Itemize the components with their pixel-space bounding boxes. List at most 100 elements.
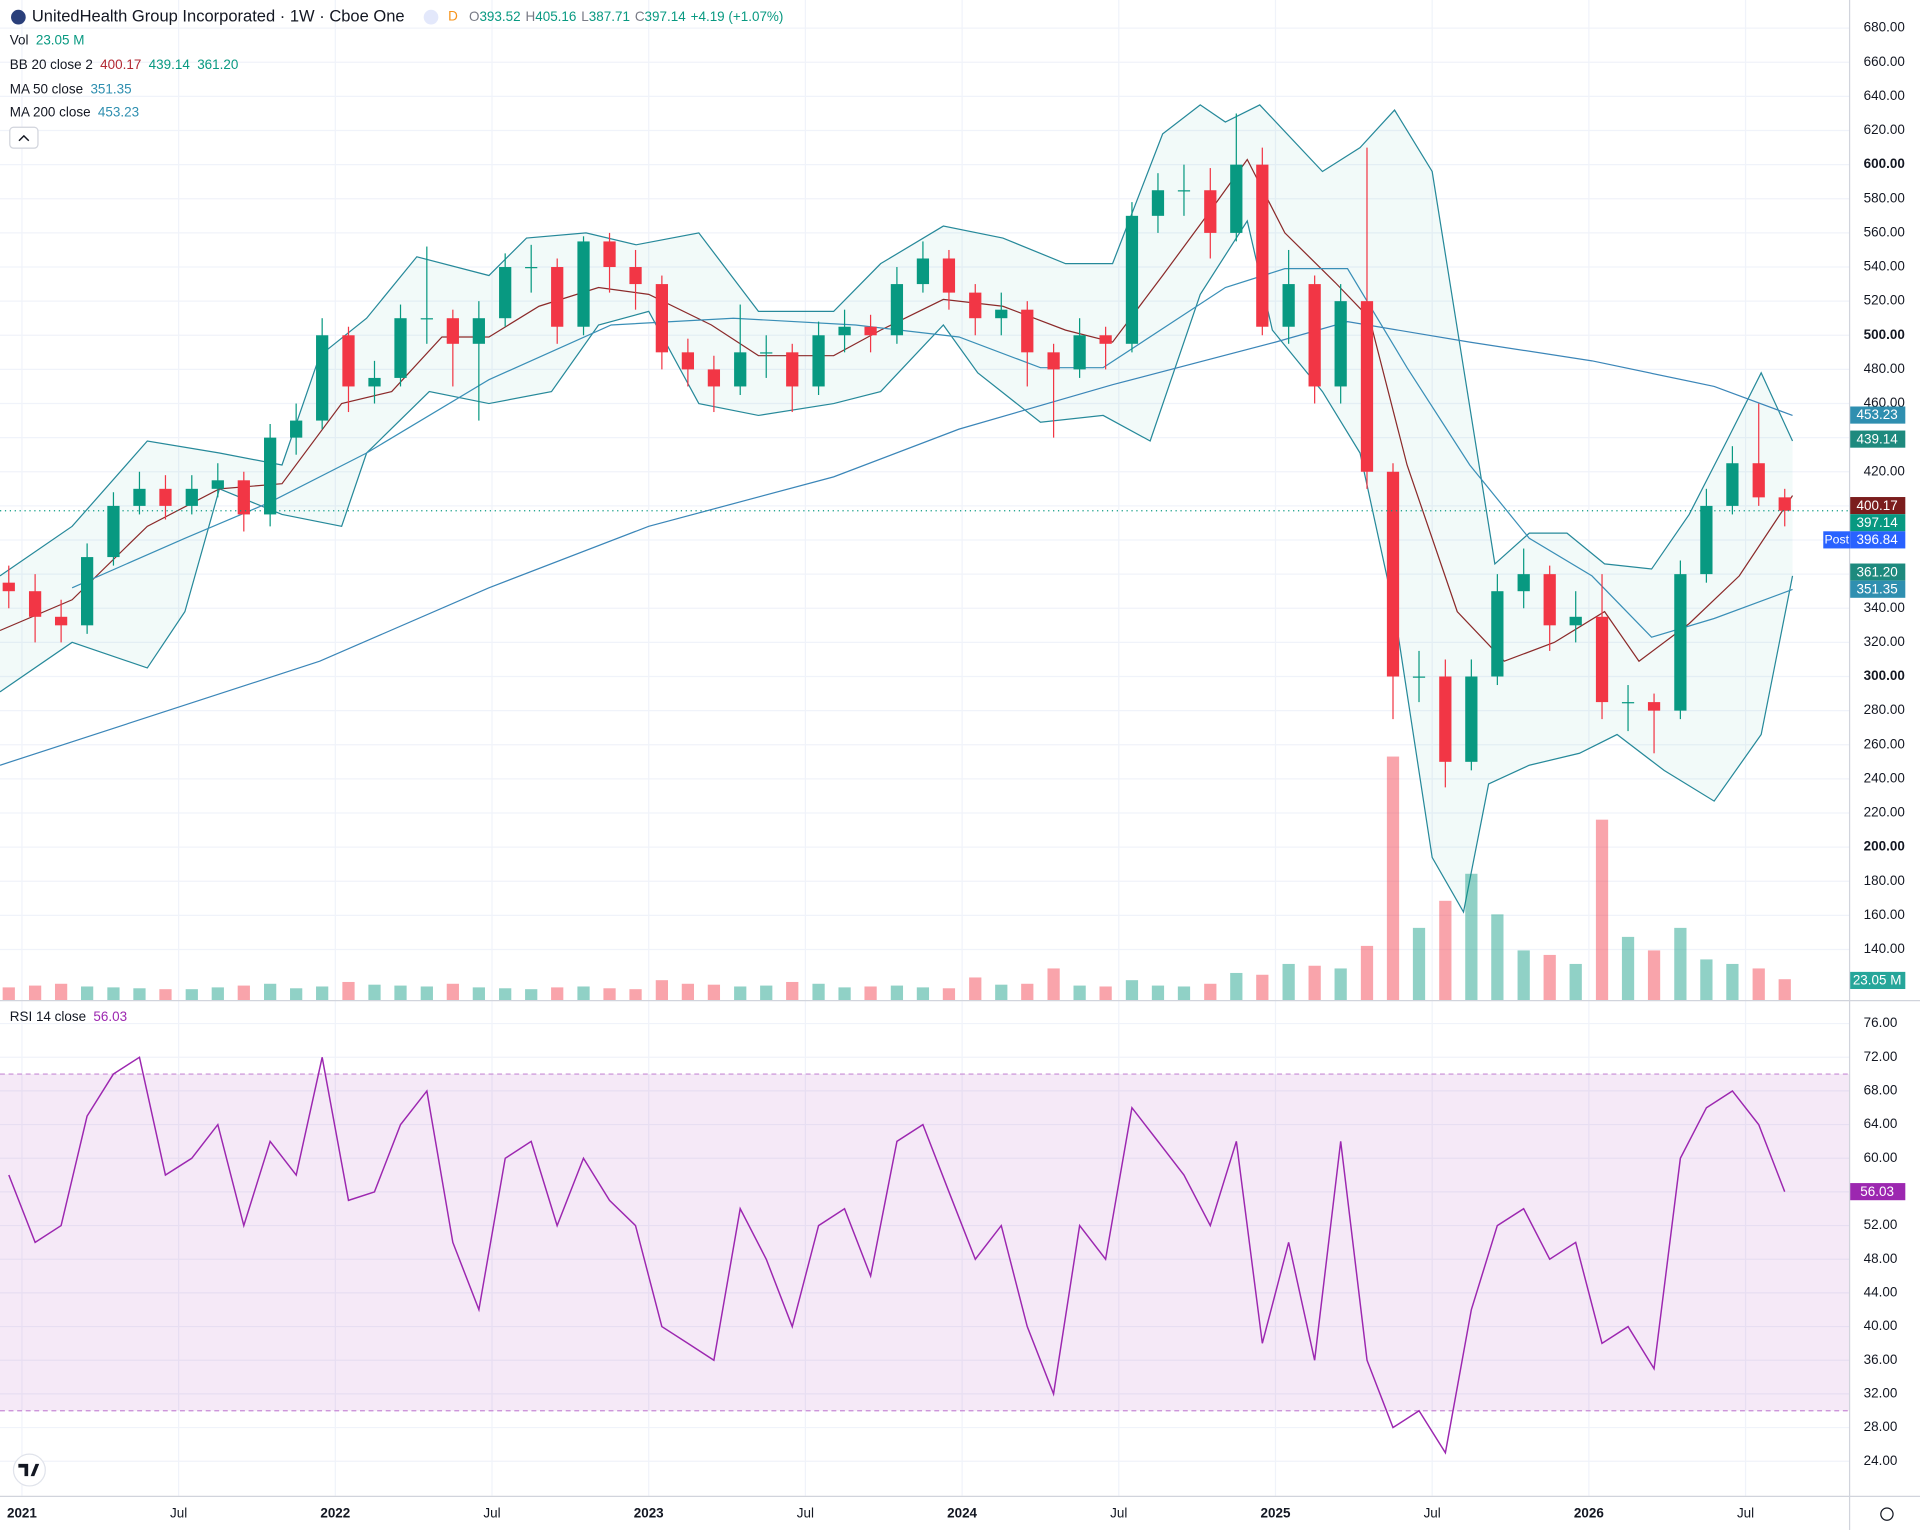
- volume-bar: [1543, 954, 1556, 1001]
- candle-body: [368, 377, 381, 387]
- volume-bar: [838, 987, 851, 1001]
- y-tick-label: 300.00: [1864, 668, 1905, 683]
- indicator-name: MA 50 close: [10, 81, 83, 96]
- ohlc-label: C: [635, 9, 645, 24]
- ohlc: O393.52 H405.16 L387.71 C397.14 +4.19 (+1.07…: [469, 9, 783, 24]
- ohlc-value: 393.52: [479, 9, 520, 24]
- price-badge-label: 400.17: [1857, 498, 1898, 513]
- candle-body: [681, 352, 695, 370]
- indicator-legend[interactable]: BB 20 close 2 400.17 439.14 361.20: [10, 56, 239, 71]
- volume-bar: [1465, 873, 1478, 1001]
- price-badge-label: 397.14: [1857, 515, 1899, 530]
- candle-body: [1073, 335, 1086, 370]
- post-tag-label: Post: [1824, 533, 1849, 547]
- y-tick-label: 280.00: [1864, 702, 1905, 717]
- volume-bar: [1674, 927, 1687, 1001]
- indicator-legend[interactable]: RSI 14 close 56.03: [10, 1009, 127, 1024]
- candle-body: [1334, 301, 1347, 387]
- volume-bar: [1752, 968, 1765, 1001]
- volume-bar: [1700, 959, 1713, 1001]
- indicator-legend[interactable]: Vol 23.05 M: [10, 32, 85, 47]
- y-tick-label: 340.00: [1864, 600, 1905, 615]
- candle-body: [525, 267, 538, 269]
- volume-bar: [1151, 985, 1165, 1001]
- indicator-name: BB 20 close 2: [10, 56, 93, 71]
- candle-body: [629, 267, 642, 285]
- candle-body: [54, 616, 68, 626]
- candle-body: [1230, 164, 1243, 233]
- volume-bar: [1569, 963, 1582, 1001]
- volume-bar: [80, 986, 94, 1001]
- y-tick-label: 240.00: [1864, 770, 1905, 785]
- candle-body: [316, 335, 329, 421]
- delay-icon[interactable]: D: [448, 9, 458, 24]
- candle-body: [838, 326, 851, 336]
- indicator-legend[interactable]: MA 50 close 351.35: [10, 81, 132, 96]
- rsi-tick-label: 76.00: [1864, 1015, 1898, 1030]
- rsi-line: [8, 1056, 1786, 1455]
- volume-bar: [760, 985, 773, 1001]
- session-icon[interactable]: [423, 9, 439, 25]
- candle-body: [107, 505, 120, 558]
- candle-body: [2, 582, 15, 592]
- candle-body: [551, 267, 564, 327]
- rsi-tick-label: 40.00: [1864, 1318, 1898, 1333]
- volume-bar: [368, 984, 381, 1001]
- candle-body: [394, 318, 407, 378]
- rsi-tick-label: 36.00: [1864, 1352, 1898, 1367]
- indicator-legend[interactable]: MA 200 close 453.23: [10, 104, 139, 119]
- candle-body: [159, 488, 172, 506]
- candle-body: [1621, 702, 1635, 704]
- volume-bar: [499, 988, 512, 1001]
- candle-body: [1282, 284, 1295, 327]
- volume-bar: [655, 980, 668, 1001]
- candle-body: [760, 352, 773, 354]
- y-tick-label: 520.00: [1864, 293, 1905, 308]
- volume-bar: [290, 988, 303, 1001]
- volume-bar: [1647, 950, 1661, 1001]
- x-tick-label: 2021: [7, 1506, 37, 1521]
- volume-bar: [1021, 983, 1034, 1001]
- volume-bar: [551, 987, 564, 1001]
- rsi-tick-label: 24.00: [1864, 1453, 1898, 1468]
- volume-bar: [1256, 974, 1269, 1001]
- settings-icon[interactable]: [1880, 1507, 1894, 1521]
- price-badge: [1850, 430, 1906, 448]
- y-tick-label: 420.00: [1864, 463, 1905, 478]
- candle-body: [1386, 471, 1400, 677]
- volume-bar: [28, 985, 42, 1001]
- y-tick-label: 640.00: [1864, 88, 1905, 103]
- candle-body: [812, 335, 825, 387]
- candle-body: [1569, 616, 1582, 626]
- price-badge: [1850, 497, 1906, 515]
- bb-upper: [0, 104, 1794, 577]
- change: +4.19 (+1.07%): [691, 9, 784, 24]
- candle-body: [420, 318, 433, 320]
- candle-body: [1517, 574, 1530, 592]
- y-tick-label: 260.00: [1864, 736, 1905, 751]
- candle-body: [1674, 574, 1687, 711]
- volume-bar: [1517, 950, 1530, 1001]
- candle-body: [446, 318, 459, 344]
- candle-body: [290, 420, 303, 438]
- volume-bar: [1099, 986, 1112, 1001]
- collapse-button[interactable]: [9, 126, 39, 149]
- candle-body: [1047, 352, 1060, 370]
- price-badge-label: 56.03: [1860, 1184, 1894, 1199]
- candle-body: [1465, 676, 1478, 762]
- volume-bar: [159, 989, 172, 1001]
- volume-bar: [1204, 983, 1217, 1001]
- y-tick-label: 540.00: [1864, 259, 1905, 274]
- indicator-name: MA 200 close: [10, 104, 91, 119]
- candle-body: [1726, 463, 1739, 506]
- candle-body: [264, 437, 277, 515]
- candle-body: [1778, 497, 1791, 511]
- rsi-tick-label: 72.00: [1864, 1049, 1898, 1064]
- candle-body: [786, 352, 799, 387]
- volume-bar: [864, 986, 877, 1001]
- candle-body: [734, 352, 747, 387]
- candle-body: [1412, 676, 1426, 678]
- volume-bar: [1073, 985, 1086, 1001]
- volume-bar: [1439, 900, 1452, 1001]
